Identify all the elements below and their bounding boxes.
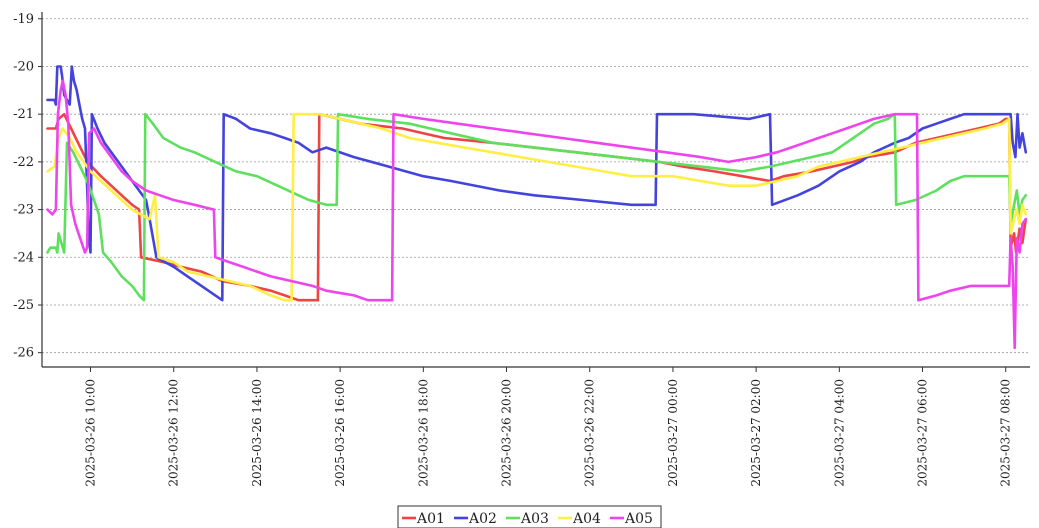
x-tick-label: 2025-03-27 04:00 [832, 379, 846, 487]
x-tick-label: 2025-03-26 14:00 [250, 379, 264, 487]
series-line-a02 [46, 65, 1028, 302]
y-tick-labels: -19 -20 -21 -22 -23 -24 -25 -26 [13, 12, 42, 361]
x-tick-label: 2025-03-27 08:00 [999, 379, 1013, 487]
x-tick-label: 2025-03-26 16:00 [333, 379, 347, 487]
y-tick-label: -26 [13, 346, 34, 361]
x-tick-label: 2025-03-26 10:00 [84, 379, 98, 487]
x-tick-label: 2025-03-27 06:00 [916, 379, 930, 487]
series-line-a04 [46, 112, 1028, 302]
legend-label-a03[interactable]: A03 [520, 511, 549, 527]
legend-label-a05[interactable]: A05 [624, 511, 653, 527]
x-tick-label: 2025-03-26 20:00 [500, 379, 514, 487]
series-line-a03 [46, 112, 1028, 302]
x-tick-label: 2025-03-26 12:00 [167, 379, 181, 487]
x-tick-label: 2025-03-27 00:00 [666, 379, 680, 487]
y-tick-label: -19 [13, 12, 34, 27]
y-tick-label: -24 [13, 250, 34, 265]
y-tick-label: -22 [13, 155, 34, 170]
y-tick-label: -23 [13, 203, 34, 218]
y-tick-label: -25 [13, 298, 34, 313]
y-tick-label: -21 [13, 107, 34, 122]
y-tick-label: -20 [13, 59, 34, 74]
x-tick-label: 2025-03-26 22:00 [583, 379, 597, 487]
legend[interactable]: A01 A02 A03 A04 A05 [397, 505, 662, 528]
legend-label-a01[interactable]: A01 [416, 511, 445, 527]
x-tick-label: 2025-03-27 02:00 [749, 379, 763, 487]
series-line-a05 [46, 79, 1028, 350]
legend-label-a02[interactable]: A02 [468, 511, 497, 527]
legend-label-a04[interactable]: A04 [572, 511, 601, 527]
series-lines [46, 65, 1028, 350]
axes [41, 12, 1030, 368]
legend-box [397, 505, 662, 528]
gridlines [42, 18, 1030, 354]
x-tick-labels: 2025-03-26 10:00 2025-03-26 12:00 2025-03-… [84, 367, 1013, 487]
x-tick-label: 2025-03-26 18:00 [416, 379, 430, 487]
